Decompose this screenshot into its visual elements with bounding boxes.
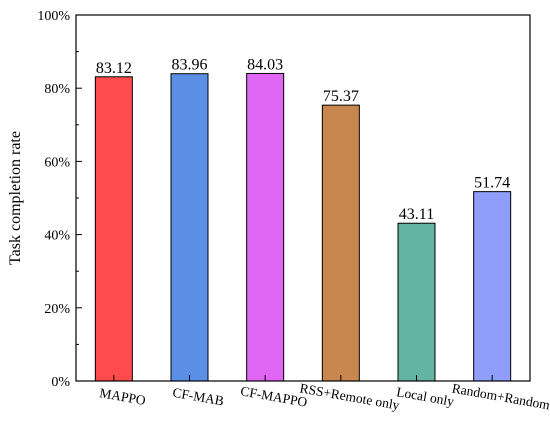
data-label: 83.12 [96, 60, 132, 77]
y-tick-label: 100% [37, 9, 70, 24]
x-tick-label: Random+Random [451, 381, 550, 413]
y-tick-label: 80% [44, 82, 70, 97]
data-label: 84.03 [247, 56, 283, 73]
bar [170, 73, 209, 382]
y-tick-label: 0% [51, 375, 70, 390]
data-label: 51.74 [474, 175, 510, 192]
bar [473, 191, 512, 382]
y-tick-label: 60% [44, 155, 70, 170]
bars-group [94, 72, 512, 382]
plot-frame [75, 14, 531, 382]
bar [321, 104, 360, 382]
data-label: 75.37 [323, 88, 359, 105]
bar [397, 222, 436, 382]
x-tick-label: Local only [395, 384, 455, 409]
x-tick-label: RSS+Remote only [299, 380, 401, 412]
y-tick-label: 20% [44, 302, 70, 317]
x-tick-label: MAPPO [98, 385, 147, 408]
x-tick-label: CF-MAPPO [239, 383, 308, 410]
y-tick-label: 40% [44, 229, 70, 244]
bar [94, 76, 133, 382]
data-label: 83.96 [172, 57, 208, 74]
x-tick-label: CF-MAB [171, 385, 225, 409]
data-label: 43.11 [399, 206, 434, 223]
data-labels: 83.12 83.96 84.03 75.37 43.11 51.74 [96, 56, 510, 223]
y-axis-title: Task completion rate [7, 131, 24, 265]
bar [246, 72, 285, 382]
y-axis-ticks: 0% 20% 40% 60% 80% 100% [37, 9, 82, 390]
